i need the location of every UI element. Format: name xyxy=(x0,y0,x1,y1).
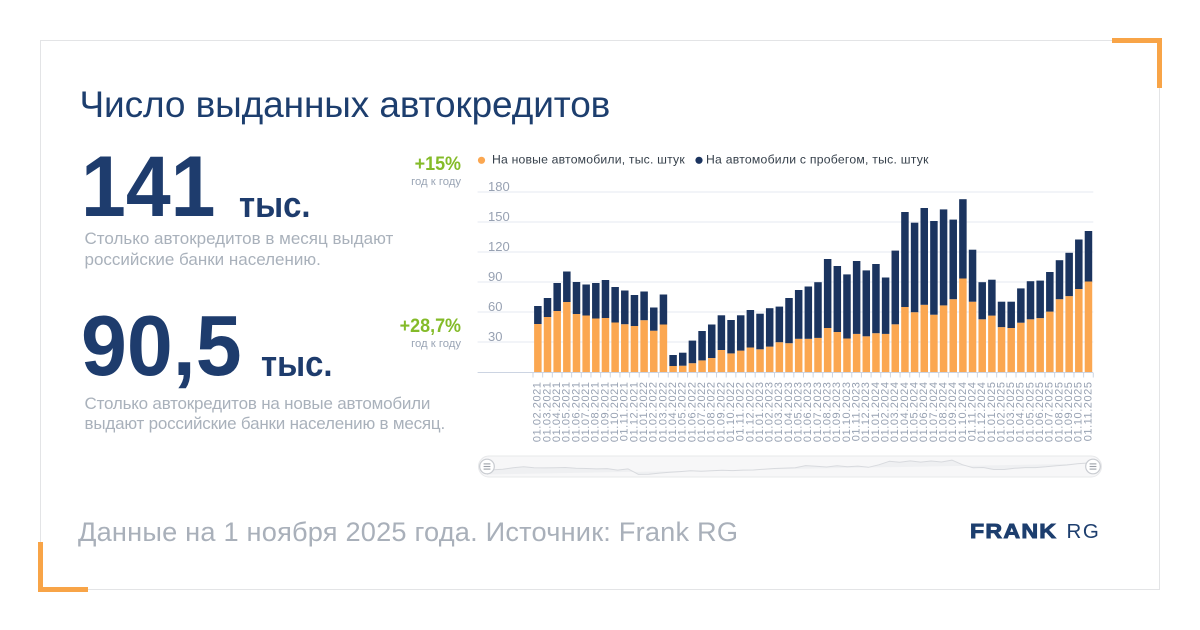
svg-text:01.06.2025: 01.06.2025 xyxy=(1034,382,1046,443)
svg-text:01.07.2021: 01.07.2021 xyxy=(580,382,592,443)
svg-text:30: 30 xyxy=(488,329,502,344)
svg-text:150: 150 xyxy=(488,209,510,224)
svg-text:01.04.2021: 01.04.2021 xyxy=(551,382,563,443)
svg-text:01.02.2022: 01.02.2022 xyxy=(648,382,660,443)
svg-text:01.04.2022: 01.04.2022 xyxy=(667,382,679,443)
svg-text:01.12.2022: 01.12.2022 xyxy=(744,382,756,443)
svg-text:01.10.2022: 01.10.2022 xyxy=(725,382,737,443)
svg-text:На новые автомобили, тыс. штук: На новые автомобили, тыс. штук xyxy=(492,153,685,167)
svg-text:01.07.2022: 01.07.2022 xyxy=(696,382,708,443)
svg-text:01.12.2024: 01.12.2024 xyxy=(976,382,988,443)
svg-text:01.11.2022: 01.11.2022 xyxy=(735,382,747,442)
svg-text:01.01.2023: 01.01.2023 xyxy=(754,382,766,443)
svg-text:01.06.2024: 01.06.2024 xyxy=(918,382,930,443)
svg-text:01.11.2021: 01.11.2021 xyxy=(619,382,631,442)
svg-text:01.11.2025: 01.11.2025 xyxy=(1082,382,1094,442)
svg-text:90: 90 xyxy=(488,269,502,284)
svg-text:01.07.2025: 01.07.2025 xyxy=(1044,382,1056,443)
svg-text:01.04.2025: 01.04.2025 xyxy=(1015,382,1027,443)
svg-text:01.02.2025: 01.02.2025 xyxy=(995,381,1007,442)
svg-text:01.02.2024: 01.02.2024 xyxy=(879,382,891,443)
svg-text:01.07.2023: 01.07.2023 xyxy=(812,382,824,443)
svg-text:01.05.2021: 01.05.2021 xyxy=(561,382,573,443)
svg-text:01.01.2025: 01.01.2025 xyxy=(986,382,998,443)
svg-text:01.03.2024: 01.03.2024 xyxy=(889,382,901,443)
svg-text:01.09.2024: 01.09.2024 xyxy=(947,382,959,443)
svg-text:01.08.2024: 01.08.2024 xyxy=(937,382,949,443)
svg-text:01.03.2023: 01.03.2023 xyxy=(773,382,785,443)
svg-text:01.05.2023: 01.05.2023 xyxy=(793,382,805,443)
svg-text:01.08.2021: 01.08.2021 xyxy=(590,382,602,443)
svg-text:01.09.2022: 01.09.2022 xyxy=(715,382,727,443)
svg-text:01.04.2023: 01.04.2023 xyxy=(783,382,795,443)
svg-text:01.09.2023: 01.09.2023 xyxy=(831,382,843,443)
svg-text:180: 180 xyxy=(488,179,510,194)
svg-text:01.10.2025: 01.10.2025 xyxy=(1073,382,1085,443)
svg-text:01.09.2025: 01.09.2025 xyxy=(1063,382,1075,443)
svg-text:01.01.2022: 01.01.2022 xyxy=(638,382,650,443)
svg-text:01.03.2022: 01.03.2022 xyxy=(657,382,669,443)
svg-text:01.12.2021: 01.12.2021 xyxy=(628,382,640,443)
svg-text:01.03.2025: 01.03.2025 xyxy=(1005,382,1017,443)
svg-text:60: 60 xyxy=(488,299,502,314)
svg-text:01.02.2021: 01.02.2021 xyxy=(532,382,544,443)
svg-text:01.06.2023: 01.06.2023 xyxy=(802,382,814,443)
svg-text:01.01.2024: 01.01.2024 xyxy=(870,382,882,443)
svg-text:На автомобили с пробегом, тыс.: На автомобили с пробегом, тыс. штук xyxy=(706,153,929,167)
svg-text:01.05.2022: 01.05.2022 xyxy=(677,382,689,443)
svg-text:01.09.2021: 01.09.2021 xyxy=(599,382,611,443)
svg-text:01.05.2024: 01.05.2024 xyxy=(908,382,920,443)
svg-text:01.10.2024: 01.10.2024 xyxy=(957,382,969,443)
svg-text:01.06.2021: 01.06.2021 xyxy=(570,382,582,443)
svg-text:120: 120 xyxy=(488,239,510,254)
svg-text:01.07.2024: 01.07.2024 xyxy=(928,382,940,443)
svg-text:01.10.2021: 01.10.2021 xyxy=(609,382,621,443)
svg-text:01.12.2023: 01.12.2023 xyxy=(860,382,872,443)
svg-text:01.11.2024: 01.11.2024 xyxy=(966,381,978,441)
svg-text:01.08.2025: 01.08.2025 xyxy=(1053,382,1065,443)
svg-text:01.02.2023: 01.02.2023 xyxy=(764,382,776,443)
svg-text:01.04.2024: 01.04.2024 xyxy=(899,382,911,443)
svg-text:01.08.2022: 01.08.2022 xyxy=(706,382,718,443)
svg-text:01.08.2023: 01.08.2023 xyxy=(822,382,834,443)
svg-text:01.11.2023: 01.11.2023 xyxy=(851,382,863,442)
svg-text:01.06.2022: 01.06.2022 xyxy=(686,382,698,443)
svg-text:01.03.2021: 01.03.2021 xyxy=(541,382,553,443)
svg-text:01.10.2023: 01.10.2023 xyxy=(841,382,853,443)
svg-text:01.05.2025: 01.05.2025 xyxy=(1024,382,1036,443)
